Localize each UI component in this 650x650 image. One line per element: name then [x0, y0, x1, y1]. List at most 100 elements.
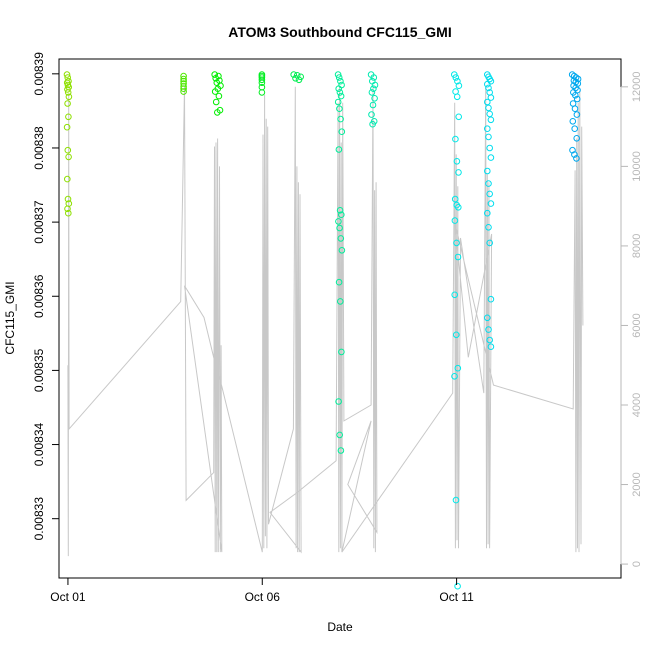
y-axis-label: CFC115_GMI	[3, 281, 17, 354]
y-tick-label: 0.00837	[32, 200, 46, 244]
data-point	[452, 496, 460, 504]
data-point	[484, 80, 491, 88]
data-point	[335, 74, 343, 81]
data-point	[211, 88, 219, 95]
data-point	[338, 81, 345, 89]
data-point	[64, 195, 72, 203]
data-point	[336, 431, 344, 439]
y2-tick-label: 6000	[631, 313, 643, 337]
data-point	[336, 105, 343, 112]
data-point	[369, 101, 377, 109]
y-tick-label: 0.00834	[32, 422, 46, 466]
data-point	[64, 175, 71, 183]
data-point	[337, 77, 344, 85]
data-point	[334, 98, 342, 106]
data-point	[485, 84, 492, 92]
y2-tick-label: 8000	[631, 234, 643, 258]
data-point	[64, 86, 71, 93]
data-point	[487, 154, 495, 161]
data-point	[337, 115, 344, 123]
data-point	[485, 180, 492, 187]
data-point	[455, 113, 463, 121]
data-point	[335, 85, 343, 92]
data-point	[65, 113, 72, 121]
data-point	[487, 295, 495, 303]
data-point	[486, 190, 494, 198]
data-point	[485, 224, 492, 231]
data-point	[454, 77, 461, 85]
data-point	[337, 447, 345, 454]
data-point	[212, 98, 220, 106]
y-tick-label: 0.00838	[32, 126, 46, 170]
data-point	[454, 582, 461, 590]
y2-tick-label: 4000	[631, 393, 643, 417]
data-point	[64, 100, 71, 107]
y2-tick-label: 0	[631, 561, 643, 567]
data-point	[368, 89, 376, 96]
data-point	[180, 85, 187, 92]
data-point	[338, 348, 345, 356]
data-point	[454, 364, 462, 372]
data-point	[63, 71, 71, 78]
data-point	[180, 88, 187, 95]
data-point	[486, 239, 494, 247]
data-point	[337, 92, 345, 100]
data-point	[258, 89, 266, 96]
y2-axis: 0 2000 4000 6000 8000 10000 12000	[620, 72, 643, 567]
data-point	[65, 93, 73, 101]
data-point	[453, 93, 461, 101]
data-point	[65, 153, 72, 161]
data-point	[486, 144, 494, 152]
data-point	[453, 331, 460, 339]
data-point	[290, 71, 298, 78]
data-point	[64, 89, 72, 96]
data-point	[569, 118, 577, 125]
x-axis-label: Date	[327, 620, 353, 634]
data-point	[487, 200, 495, 207]
data-point	[484, 125, 491, 132]
points-layer	[63, 71, 582, 590]
data-point	[370, 85, 377, 92]
data-point	[571, 151, 578, 158]
data-point	[451, 291, 459, 299]
data-point	[295, 76, 303, 84]
data-point	[371, 95, 378, 102]
data-point	[454, 253, 462, 261]
data-point	[335, 278, 343, 286]
y-tick-label: 0.00835	[32, 348, 46, 392]
x-tick-label: Oct 01	[50, 590, 86, 604]
altitude-line	[67, 86, 584, 557]
data-point	[484, 314, 491, 322]
data-point	[570, 82, 577, 89]
data-point	[370, 74, 378, 81]
data-point	[573, 95, 581, 103]
data-point	[64, 146, 72, 154]
data-point	[453, 158, 461, 165]
data-point	[64, 205, 71, 213]
data-point	[338, 128, 346, 135]
data-point	[455, 204, 462, 211]
data-point	[487, 116, 495, 124]
data-point	[292, 75, 299, 82]
data-point	[484, 209, 491, 217]
data-point	[63, 123, 71, 131]
data-point	[487, 343, 495, 351]
data-point	[258, 76, 266, 84]
y-tick-label: 0.00839	[32, 52, 46, 96]
x-tick-label: Oct 11	[439, 590, 474, 604]
y2-tick-label: 10000	[631, 151, 643, 182]
data-point	[573, 135, 581, 142]
data-point	[572, 92, 579, 99]
data-point	[484, 167, 491, 175]
data-point	[334, 71, 342, 78]
data-point	[451, 195, 459, 203]
data-point	[571, 105, 579, 112]
data-point	[455, 169, 462, 176]
data-point	[486, 336, 494, 344]
data-point	[571, 125, 579, 132]
data-point	[65, 209, 72, 217]
data-point	[453, 239, 460, 247]
chart-title: ATOM3 Southbound CFC115_GMI	[228, 24, 452, 40]
data-point	[337, 235, 345, 242]
